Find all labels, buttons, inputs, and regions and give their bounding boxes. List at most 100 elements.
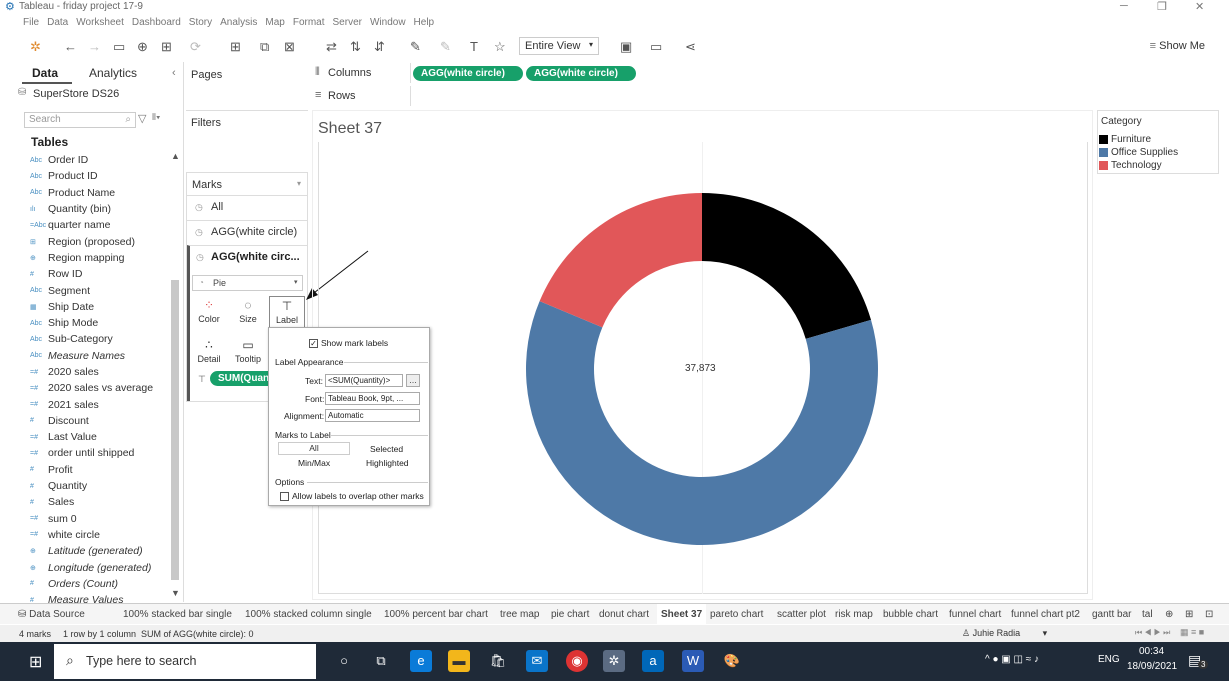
device-preview-icon[interactable]: ▭ bbox=[650, 39, 663, 54]
redo-icon[interactable]: → bbox=[88, 39, 101, 54]
field-item[interactable]: =# white circle bbox=[30, 527, 175, 543]
field-item[interactable]: ⊕ Longitude (generated) bbox=[30, 559, 175, 575]
font-dropdown[interactable]: Tableau Book, 9pt, ... bbox=[325, 392, 420, 405]
field-item[interactable]: Abc Measure Names bbox=[30, 348, 175, 364]
taskbar-search-input[interactable]: ⌕ Type here to search bbox=[54, 644, 316, 679]
menu-item-analysis[interactable]: Analysis bbox=[220, 17, 258, 28]
field-item[interactable]: =# sum 0 bbox=[30, 511, 175, 527]
field-item[interactable]: =# 2020 sales vs average bbox=[30, 380, 175, 396]
field-item[interactable]: =# 2020 sales bbox=[30, 364, 175, 380]
field-item[interactable]: Abc Segment bbox=[30, 282, 175, 298]
field-item[interactable]: Abc Product ID bbox=[30, 168, 175, 184]
sheet-tab[interactable]: 100% stacked bar single bbox=[123, 609, 232, 620]
tableau-icon[interactable]: ✲ bbox=[30, 39, 41, 54]
columns-drop-zone[interactable]: AGG(white circle) AGG(white circle) bbox=[410, 63, 1095, 83]
sheet-tab[interactable]: tree map bbox=[500, 609, 540, 620]
clock-date[interactable]: 18/09/2021 bbox=[1127, 661, 1178, 672]
donut-chart[interactable] bbox=[520, 187, 884, 551]
sort-desc-icon[interactable]: ⇵ bbox=[374, 39, 385, 54]
field-item[interactable]: =# order until shipped bbox=[30, 445, 175, 461]
clear-icon[interactable]: ⊠ bbox=[284, 39, 295, 54]
system-tray-icons[interactable]: ^ ● ▣ ◫ ≈ ♪ bbox=[985, 654, 1040, 665]
sheet-tab[interactable]: bubble chart bbox=[883, 609, 939, 620]
marks-highlighted-option[interactable]: Highlighted bbox=[366, 458, 409, 468]
columns-shelf[interactable]: ⦀ Columns AGG(white circle) AGG(white ci… bbox=[310, 63, 1095, 83]
field-item[interactable]: # Profit bbox=[30, 462, 175, 478]
scroll-up-icon[interactable]: ▲ bbox=[171, 151, 180, 161]
presentation-icon[interactable]: ▣ bbox=[620, 39, 633, 54]
donut-slice-furniture[interactable] bbox=[702, 193, 872, 339]
task-view-icon[interactable]: ⧉ bbox=[376, 653, 386, 668]
notifications-icon[interactable]: ▤ bbox=[1188, 652, 1202, 668]
sheet-tab[interactable]: tal bbox=[1142, 609, 1153, 620]
field-item[interactable]: Abc Product Name bbox=[30, 185, 175, 201]
field-item[interactable]: # Quantity bbox=[30, 478, 175, 494]
windows-start-icon[interactable]: ⊞ bbox=[29, 654, 43, 671]
tab-data[interactable]: Data bbox=[32, 66, 59, 80]
menu-item-server[interactable]: Server bbox=[332, 17, 362, 28]
marks-minmax-option[interactable]: Min/Max bbox=[298, 458, 331, 468]
text-edit-button[interactable]: … bbox=[406, 374, 420, 387]
size-button[interactable]: ◌ Size bbox=[230, 296, 266, 332]
sheet-tab[interactable]: funnel chart pt2 bbox=[1011, 609, 1080, 620]
marks-selected-option[interactable]: Selected bbox=[370, 444, 404, 454]
new-dashboard-icon[interactable]: ⊞ bbox=[1185, 609, 1194, 620]
word-icon[interactable]: W bbox=[682, 650, 704, 672]
view-mode-icon[interactable]: ▦ ≡ ■ bbox=[1180, 627, 1205, 637]
sheet-navigation-icon[interactable]: ⏮ ◀ ▶ ⏭ bbox=[1135, 628, 1171, 637]
field-item[interactable]: =# Last Value bbox=[30, 429, 175, 445]
color-button[interactable]: ⁘ Color bbox=[191, 296, 227, 332]
minimize-icon[interactable]: ─ bbox=[1120, 0, 1128, 12]
legend-item-furniture[interactable]: Furniture bbox=[1099, 134, 1151, 145]
restore-icon[interactable]: ❐ bbox=[1157, 1, 1167, 13]
alignment-dropdown[interactable]: Automatic bbox=[325, 409, 420, 422]
menu-item-file[interactable]: File bbox=[23, 17, 40, 28]
sum-quantity-pill[interactable]: SUM(Quant bbox=[210, 371, 281, 386]
sheet-tab[interactable]: Sheet 37 bbox=[657, 604, 707, 624]
sheet-tab[interactable]: pie chart bbox=[551, 609, 590, 620]
store-icon[interactable]: 🛍 bbox=[489, 653, 507, 668]
menu-item-format[interactable]: Format bbox=[292, 17, 325, 28]
field-item[interactable]: ⊕ Latitude (generated) bbox=[30, 543, 175, 559]
language-indicator[interactable]: ENG bbox=[1098, 654, 1120, 665]
data-source-tab[interactable]: ⛁ Data Source bbox=[18, 609, 85, 620]
search-input[interactable]: Search ⌕ bbox=[24, 112, 136, 128]
sheet-title[interactable]: Sheet 37 bbox=[318, 120, 383, 137]
file-explorer-icon[interactable]: ▬ bbox=[448, 650, 470, 672]
highlight-icon[interactable]: ✎ bbox=[410, 39, 421, 54]
field-item[interactable]: =# 2021 sales bbox=[30, 396, 175, 412]
tooltip-button[interactable]: ▭ Tooltip bbox=[230, 336, 266, 372]
donut-slice-office-supplies[interactable] bbox=[526, 301, 878, 545]
field-item[interactable]: Abc Ship Mode bbox=[30, 315, 175, 331]
sheet-tab[interactable]: risk map bbox=[835, 609, 873, 620]
marks-agg-2[interactable]: ◷ AGG(white circ... ◔ Pie ▾ ⁘ Color ◌ Size… bbox=[187, 245, 307, 401]
sheet-tab[interactable]: 100% stacked column single bbox=[245, 609, 372, 620]
field-item[interactable]: ılı Quantity (bin) bbox=[30, 201, 175, 217]
menu-item-dashboard[interactable]: Dashboard bbox=[131, 17, 181, 28]
field-item[interactable]: ▦ Ship Date bbox=[30, 299, 175, 315]
amazon-icon[interactable]: a bbox=[642, 650, 664, 672]
field-item[interactable]: ⊞ Region (proposed) bbox=[30, 233, 175, 249]
new-story-icon[interactable]: ⊡ bbox=[1205, 609, 1214, 620]
share-icon[interactable]: ⋖ bbox=[685, 39, 696, 54]
field-item[interactable]: # Sales bbox=[30, 494, 175, 510]
field-item[interactable]: # Orders (Count) bbox=[30, 576, 175, 592]
mail-icon[interactable]: ✉ bbox=[526, 650, 548, 672]
menu-item-window[interactable]: Window bbox=[369, 17, 406, 28]
cortana-icon[interactable]: ○ bbox=[340, 653, 348, 668]
rows-drop-zone[interactable] bbox=[410, 86, 1095, 106]
menu-item-data[interactable]: Data bbox=[47, 17, 69, 28]
scrollbar[interactable] bbox=[171, 150, 179, 650]
clock-time[interactable]: 00:34 bbox=[1139, 646, 1165, 657]
show-me-button[interactable]: ≡ Show Me bbox=[1149, 40, 1205, 52]
group-icon[interactable]: ✎ bbox=[440, 39, 451, 54]
user-menu[interactable]: ♙ Juhie Radia ▾ bbox=[962, 628, 1048, 638]
sheet-tab[interactable]: gantt bar bbox=[1092, 609, 1132, 620]
edge-icon[interactable]: e bbox=[410, 650, 432, 672]
sort-asc-icon[interactable]: ⇅ bbox=[350, 39, 361, 54]
menu-item-worksheet[interactable]: Worksheet bbox=[76, 17, 124, 28]
marks-all-option[interactable]: All bbox=[278, 442, 350, 455]
new-worksheet-icon[interactable]: ⊞ bbox=[161, 39, 172, 54]
datasource-name[interactable]: SuperStore DS26 bbox=[33, 88, 120, 100]
filter-icon[interactable]: ▽ bbox=[138, 113, 147, 125]
